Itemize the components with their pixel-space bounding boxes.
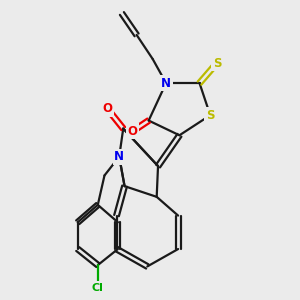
Text: Cl: Cl: [92, 283, 104, 293]
Text: O: O: [102, 102, 112, 115]
Text: S: S: [213, 56, 221, 70]
Text: N: N: [114, 150, 124, 163]
Text: O: O: [128, 125, 138, 138]
Text: N: N: [161, 76, 171, 90]
Text: S: S: [206, 109, 214, 122]
